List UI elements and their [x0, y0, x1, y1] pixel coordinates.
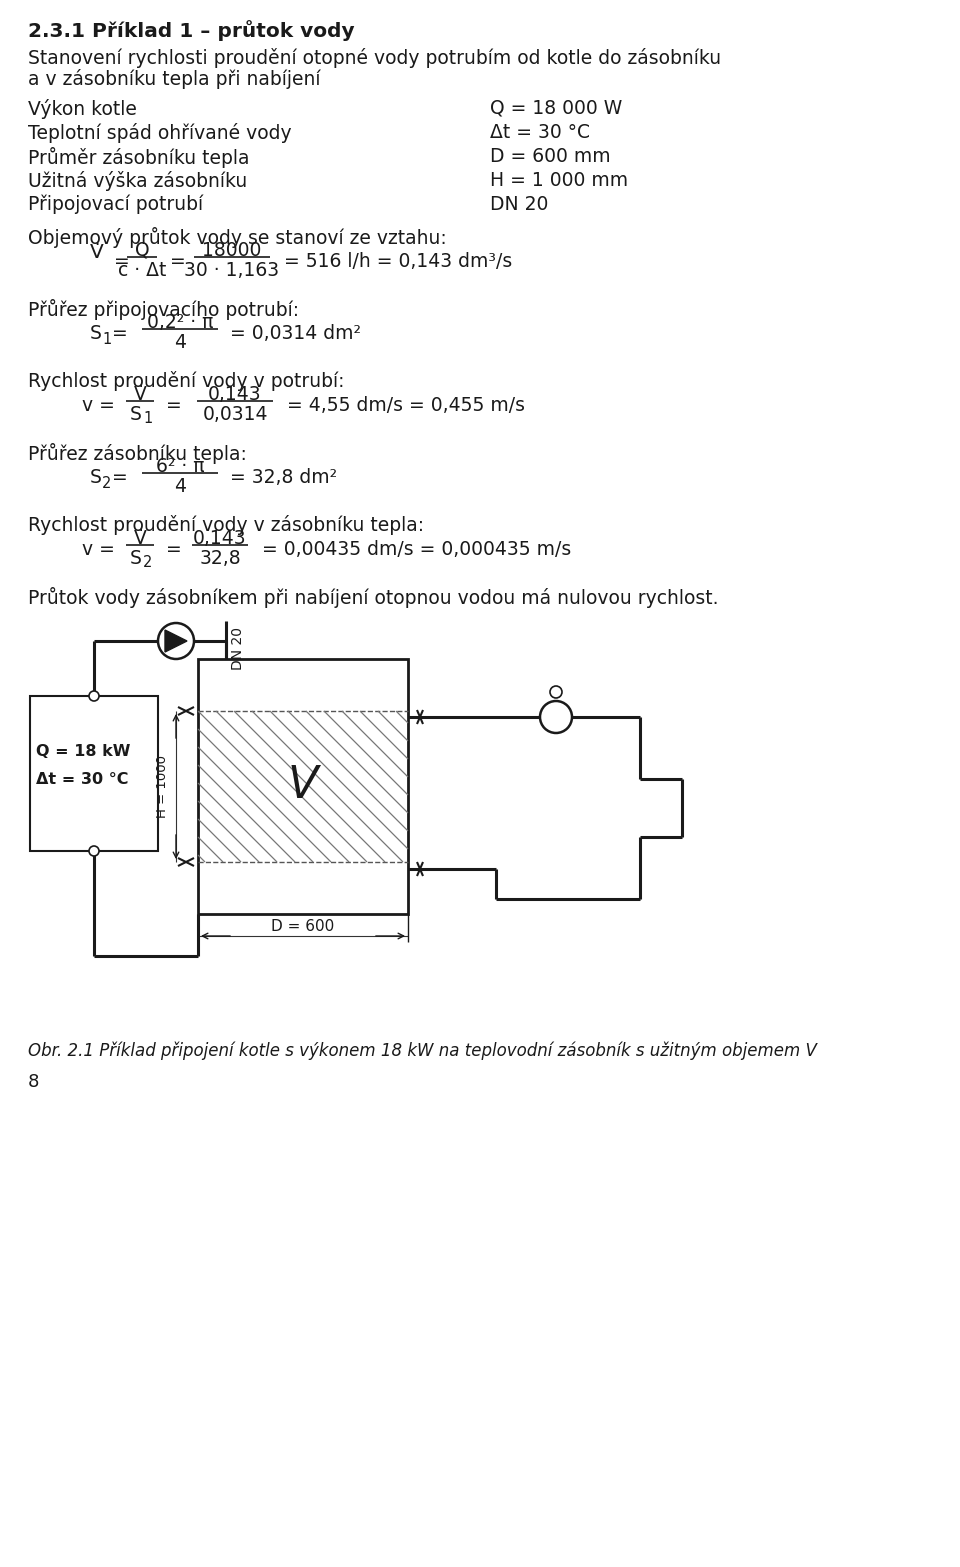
Text: =: =	[114, 252, 130, 271]
Text: 1: 1	[102, 332, 111, 346]
Text: Q = 18 000 W: Q = 18 000 W	[490, 99, 622, 118]
Text: =: =	[170, 252, 185, 271]
Text: 4: 4	[174, 476, 186, 497]
Text: DN 20: DN 20	[490, 194, 548, 215]
Text: Obr. 2.1 Příklad připojení kotle s výkonem 18 kW na teplovodní zásobník s užitný: Obr. 2.1 Příklad připojení kotle s výkon…	[28, 1040, 817, 1059]
Text: Průtok vody zásobníkem při nabíjení otopnou vodou má nulovou rychlost.: Průtok vody zásobníkem při nabíjení otop…	[28, 588, 718, 608]
Text: 2: 2	[102, 476, 111, 490]
Text: =: =	[112, 469, 128, 487]
Text: Přůřez připojovacího potrubí:: Přůřez připojovacího potrubí:	[28, 299, 300, 320]
Text: = 4,55 dm/s = 0,455 m/s: = 4,55 dm/s = 0,455 m/s	[287, 396, 525, 415]
Text: =: =	[166, 541, 181, 559]
Text: S: S	[90, 469, 102, 487]
Circle shape	[540, 700, 572, 733]
Circle shape	[550, 686, 562, 697]
Circle shape	[158, 624, 194, 660]
Text: 30 · 1,163: 30 · 1,163	[184, 262, 279, 280]
Text: 4: 4	[174, 334, 186, 353]
Text: Teplotní spád ohřívané vody: Teplotní spád ohřívané vody	[28, 122, 292, 143]
Text: H = 1 000 mm: H = 1 000 mm	[490, 171, 628, 190]
Text: = 32,8 dm²: = 32,8 dm²	[230, 469, 337, 487]
Text: = 0,00435 dm/s = 0,000435 m/s: = 0,00435 dm/s = 0,000435 m/s	[262, 541, 571, 559]
Text: Užitná výška zásobníku: Užitná výška zásobníku	[28, 171, 248, 191]
Text: D = 600: D = 600	[272, 918, 335, 934]
Text: V̇: V̇	[133, 385, 147, 404]
Text: = 516 l/h = 0,143 dm³/s: = 516 l/h = 0,143 dm³/s	[284, 252, 513, 271]
Text: S: S	[130, 548, 142, 567]
Text: V̇: V̇	[90, 243, 104, 262]
Text: v =: v =	[82, 396, 115, 415]
Text: Q: Q	[134, 241, 150, 260]
Text: v =: v =	[82, 541, 115, 559]
Text: =: =	[112, 324, 128, 343]
Text: =: =	[166, 396, 181, 415]
Text: Rychlost proudění vody v potrubí:: Rychlost proudění vody v potrubí:	[28, 371, 345, 392]
Text: 6² · π: 6² · π	[156, 458, 204, 476]
Circle shape	[89, 691, 99, 700]
Text: 1: 1	[143, 411, 153, 426]
Text: 8: 8	[28, 1073, 39, 1091]
Text: Výkon kotle: Výkon kotle	[28, 99, 137, 119]
Text: 32,8: 32,8	[199, 548, 241, 567]
Text: Δt = 30 °C: Δt = 30 °C	[490, 122, 590, 143]
Text: a v zásobníku tepla při nabíjení: a v zásobníku tepla při nabíjení	[28, 69, 321, 89]
Bar	[198, 660, 408, 914]
Text: 0,143: 0,143	[208, 385, 262, 404]
Text: Připojovací potrubí: Připojovací potrubí	[28, 194, 204, 215]
Text: Průměr zásobníku tepla: Průměr zásobníku tepla	[28, 147, 250, 168]
Text: S: S	[130, 404, 142, 425]
Text: Objemový průtok vody se stanoví ze vztahu:: Objemový průtok vody se stanoví ze vztah…	[28, 227, 446, 248]
Text: 0,143: 0,143	[193, 530, 247, 548]
Text: 0,2² · π: 0,2² · π	[147, 313, 213, 332]
Text: Rychlost proudění vody v zásobníku tepla:: Rychlost proudění vody v zásobníku tepla…	[28, 516, 424, 534]
Bar	[30, 696, 158, 851]
Text: DN 20: DN 20	[231, 627, 245, 671]
Text: Q = 18 kW: Q = 18 kW	[36, 744, 131, 758]
Text: S: S	[90, 324, 102, 343]
Polygon shape	[165, 630, 187, 652]
Text: H = 1000: H = 1000	[156, 755, 169, 818]
Text: c · Δt: c · Δt	[118, 262, 166, 280]
Text: = 0,0314 dm²: = 0,0314 dm²	[230, 324, 361, 343]
Text: Δt = 30 °C: Δt = 30 °C	[36, 773, 129, 787]
Text: 0,0314: 0,0314	[203, 404, 268, 425]
Text: V: V	[288, 765, 319, 807]
Text: D = 600 mm: D = 600 mm	[490, 147, 611, 166]
Text: 18000: 18000	[203, 241, 262, 260]
Text: V̇: V̇	[133, 530, 147, 548]
Text: Stanovení rychlosti proudění otopné vody potrubím od kotle do zásobníku: Stanovení rychlosti proudění otopné vody…	[28, 49, 721, 67]
Text: 2: 2	[143, 555, 153, 570]
Circle shape	[89, 846, 99, 856]
Text: 2.3.1 Příklad 1 – průtok vody: 2.3.1 Příklad 1 – průtok vody	[28, 20, 354, 41]
Text: Přůřez zásobníku tepla:: Přůřez zásobníku tepla:	[28, 443, 247, 464]
